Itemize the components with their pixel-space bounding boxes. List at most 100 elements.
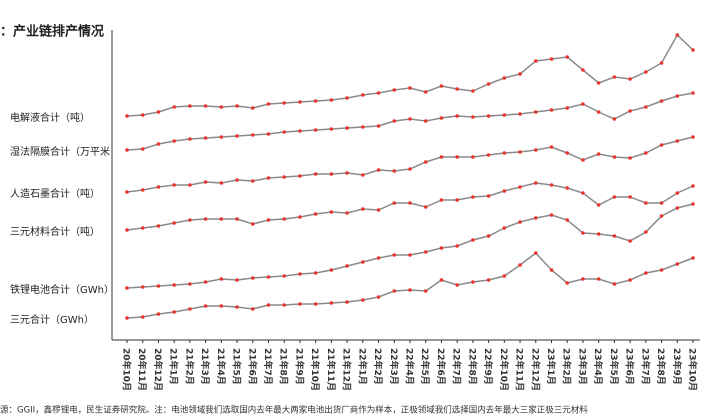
data-point [439,116,444,120]
data-point [140,226,145,230]
data-point [455,283,459,287]
data-point [188,183,192,187]
data-point [565,151,570,155]
data-point [502,151,507,155]
data-point [549,268,554,272]
data-point [455,198,459,202]
data-point [423,119,428,123]
data-point [188,282,192,286]
data-point [313,128,318,132]
data-point [282,101,287,105]
data-point [329,301,334,305]
data-point [361,93,365,97]
data-point [518,185,522,189]
x-tick-label: 23年3月 [576,348,588,385]
data-point [502,76,507,80]
x-tick-label: 22年7月 [451,348,463,385]
series-line [126,92,694,151]
data-point [140,315,145,319]
data-point [628,77,632,81]
x-tick-label: 20年11月 [136,348,148,391]
data-point [329,98,334,102]
data-point [581,68,585,72]
data-point [565,106,570,110]
x-tick-label: 23年5月 [608,348,620,385]
data-point [565,281,570,285]
data-point [282,130,287,134]
data-point [644,230,648,234]
data-point [691,48,695,52]
data-point [596,81,601,85]
data-point [659,201,664,205]
data-point [486,278,491,282]
data-point [644,201,648,205]
x-tick-label: 22年5月 [419,348,431,385]
x-tick-label: 21年11月 [325,348,337,391]
data-point [376,295,381,299]
data-point [596,277,601,281]
data-point [423,250,428,254]
data-point [266,132,271,136]
data-point [565,55,570,59]
x-tick-label: 21年6月 [246,348,258,385]
data-point [298,272,302,276]
data-point [376,208,381,212]
data-point [596,232,601,236]
data-point [172,283,176,287]
data-point [140,147,145,151]
data-point [581,191,585,195]
data-point [691,202,695,206]
data-point [282,175,287,179]
data-point [313,99,318,103]
data-point [156,110,161,114]
data-point [203,136,208,140]
x-tick-label: 22年3月 [388,348,400,385]
data-point [518,150,522,154]
x-tick-label: 21年7月 [262,348,274,385]
data-point [361,260,365,264]
data-point [628,109,632,113]
data-point [439,155,444,159]
data-point [298,100,302,104]
data-point [203,304,208,308]
data-point [172,221,176,225]
data-point [408,253,412,257]
data-point [282,217,287,221]
data-point [675,191,680,195]
data-point [266,176,271,180]
data-point [361,298,365,302]
data-point [172,105,176,109]
data-point [502,113,507,117]
data-point [345,96,349,100]
chart-title: ：产业链排产情况 [0,24,104,40]
x-tick-label: 23年9月 [671,348,683,385]
data-point [439,278,444,282]
data-point [392,119,397,123]
data-point [156,224,161,228]
data-point [125,148,129,152]
series-label: 三元材料合计（吨） [10,225,100,238]
x-tick-label: 21年8月 [278,348,290,385]
data-point [361,125,365,129]
data-point [219,181,224,185]
data-point [392,201,397,205]
data-point [219,217,224,221]
x-tick-label: 22年4月 [404,348,416,385]
series-line [126,182,694,231]
x-tick-label: 21年5月 [231,348,243,385]
data-point [250,307,255,311]
data-point [313,172,318,176]
data-point [235,134,239,138]
data-point [659,214,664,218]
data-point [659,61,664,65]
data-point [628,195,632,199]
series-label: 湿法隔膜合计（万平米 [10,145,110,158]
data-point [518,263,522,267]
data-point [250,106,255,110]
data-point [345,126,349,130]
data-point [533,181,538,185]
data-point [675,262,680,266]
data-point [518,220,522,224]
data-point [581,158,585,162]
